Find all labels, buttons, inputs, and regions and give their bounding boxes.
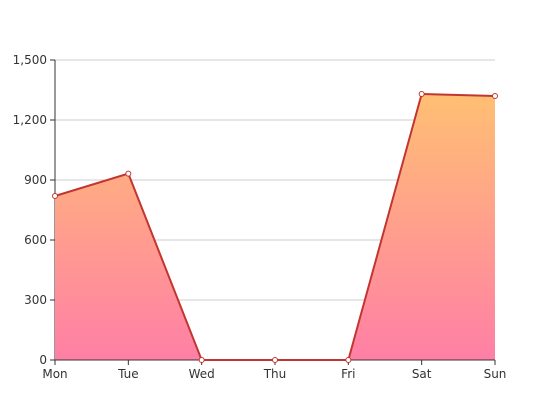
data-point[interactable]: [198, 357, 205, 363]
x-tick-label: Sat: [412, 367, 432, 381]
data-point[interactable]: [125, 170, 132, 177]
y-tick-label: 0: [39, 353, 47, 367]
y-tick-label: 300: [24, 293, 47, 307]
x-tick-label: Tue: [117, 367, 139, 381]
x-tick-label: Mon: [42, 367, 67, 381]
y-tick-label: 600: [24, 233, 47, 247]
data-point[interactable]: [492, 93, 498, 99]
area-fill: [55, 94, 495, 360]
x-axis-tick-labels: Mon Tue Wed Thu Fri Sat Sun: [42, 367, 506, 381]
data-point[interactable]: [52, 193, 58, 199]
data-point[interactable]: [272, 357, 278, 363]
x-tick-label: Sun: [484, 367, 507, 381]
y-axis-tick-labels: 0 300 600 900 1,200 1,500: [13, 53, 47, 367]
y-tick-label: 900: [24, 173, 47, 187]
data-points: [52, 91, 498, 363]
y-tick-label: 1,200: [13, 113, 47, 127]
area-fill-layer: [55, 94, 495, 360]
x-tick-label: Wed: [189, 367, 215, 381]
data-point[interactable]: [418, 91, 425, 97]
data-point[interactable]: [345, 357, 352, 363]
x-tick-label: Fri: [341, 367, 355, 381]
y-tick-label: 1,500: [13, 53, 47, 67]
x-tick-label: Thu: [263, 367, 287, 381]
